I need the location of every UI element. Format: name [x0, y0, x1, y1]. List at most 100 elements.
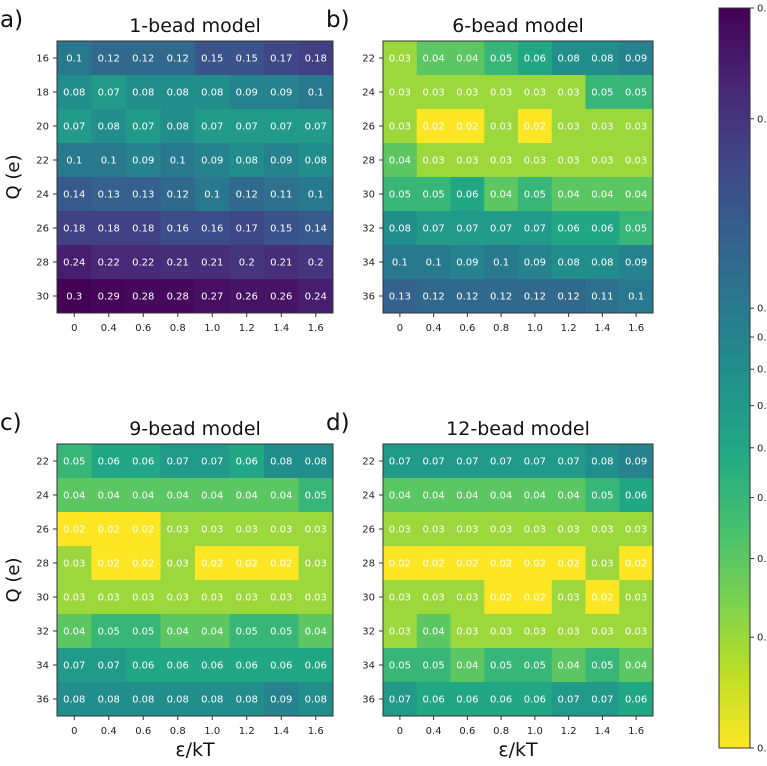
heatmap-cell [416, 614, 451, 649]
cell-label: 0.05 [270, 627, 292, 638]
heatmap-cell [126, 75, 161, 110]
heatmap-cell [264, 546, 299, 581]
cell-label: 0.02 [490, 593, 512, 604]
plot-frame [382, 40, 654, 314]
cell-label: 0.1 [493, 258, 509, 269]
x-tick-label: 1.6 [628, 323, 644, 334]
heatmap-cell [383, 580, 418, 615]
heatmap-cell [518, 245, 553, 280]
y-tick-label: 36 [362, 695, 375, 706]
x-tick-label: 0 [71, 726, 77, 737]
colorbar-tick-label: 0.04 [757, 554, 767, 565]
heatmap-cell [160, 648, 196, 683]
cell-label: 0.18 [305, 54, 327, 65]
cell-label: 0.21 [201, 258, 223, 269]
heatmap-cell [229, 478, 265, 513]
colorbar-tick-label: 0.1 [757, 304, 767, 315]
y-tick-label: 32 [362, 627, 375, 638]
heatmap-cell [518, 546, 553, 581]
cell-label: 0.02 [422, 559, 444, 570]
heatmap-cell [416, 478, 451, 513]
heatmap-cell [450, 682, 485, 717]
cell-label: 0.03 [389, 593, 411, 604]
heatmap-cell [57, 109, 92, 144]
cell-label: 0.07 [456, 224, 478, 235]
heatmap-cell [298, 648, 334, 683]
heatmap-cell [450, 41, 485, 76]
cell-label: 0.09 [456, 258, 478, 269]
heatmap-cell [551, 177, 586, 212]
heatmap-cell [416, 279, 451, 314]
cell-label: 0.13 [98, 190, 120, 201]
cell-label: 0.2 [308, 258, 324, 269]
cell-label: 0.09 [625, 258, 647, 269]
heatmap-cell [91, 75, 127, 110]
heatmap-cell [195, 512, 230, 547]
y-tick-label: 28 [36, 559, 49, 570]
heatmap-cell [416, 444, 451, 479]
heatmap-cell [195, 75, 230, 110]
cell-label: 0.03 [591, 122, 613, 133]
heatmap-cell [160, 682, 196, 717]
cell-label: 0.04 [456, 661, 478, 672]
plot-frame [382, 443, 654, 717]
heatmap-cell [484, 279, 519, 314]
heatmap-cell [416, 143, 451, 178]
heatmap-cell [160, 279, 196, 314]
heatmap-cell [450, 546, 485, 581]
cell-label: 0.04 [422, 54, 444, 65]
heatmap-cell [484, 41, 519, 76]
heatmap-cell [416, 648, 451, 683]
heatmap-cell [551, 512, 586, 547]
heatmap-cell [126, 279, 161, 314]
heatmap-cell [383, 177, 418, 212]
heatmap-cell [126, 512, 161, 547]
heatmap-cell [450, 177, 485, 212]
heatmap-cell [195, 245, 230, 280]
y-tick-label: 26 [362, 525, 375, 536]
cell-label: 0.02 [236, 559, 258, 570]
cell-label: 0.04 [132, 491, 154, 502]
cell-label: 0.02 [625, 559, 647, 570]
x-tick-label: 0.8 [170, 726, 186, 737]
heatmap-cell [126, 444, 161, 479]
heatmap-cell [383, 245, 418, 280]
cell-label: 0.06 [591, 224, 613, 235]
cell-label: 0.04 [557, 491, 579, 502]
cell-label: 0.17 [236, 224, 258, 235]
cell-label: 0.03 [625, 156, 647, 167]
cell-label: 0.08 [270, 457, 292, 468]
cell-label: 0.08 [557, 54, 579, 65]
heatmap-cell [229, 648, 265, 683]
cell-label: 0.03 [305, 559, 327, 570]
heatmap-cell [484, 546, 519, 581]
heatmap-cell [551, 614, 586, 649]
cell-label: 0.07 [422, 224, 444, 235]
heatmap-cell [383, 614, 418, 649]
cell-label: 0.05 [236, 627, 258, 638]
heatmap-cell [619, 75, 654, 110]
cell-label: 0.05 [591, 661, 613, 672]
cell-label: 0.03 [625, 593, 647, 604]
cell-label: 0.04 [557, 661, 579, 672]
cell-label: 0.09 [236, 88, 258, 99]
x-tick-label: 0.6 [459, 726, 475, 737]
heatmap-cell [264, 279, 299, 314]
cell-label: 0.1 [308, 88, 324, 99]
heatmap-cell [195, 177, 230, 212]
cell-label: 0.03 [456, 593, 478, 604]
x-tick-label: 1.0 [527, 726, 543, 737]
heatmap-cell [551, 682, 586, 717]
cell-label: 0.1 [66, 54, 82, 65]
heatmap-cell [195, 580, 230, 615]
cell-label: 0.04 [270, 491, 292, 502]
cell-label: 0.03 [490, 88, 512, 99]
heatmap-cell [585, 478, 620, 513]
heatmap-cell [298, 682, 334, 717]
cell-label: 0.04 [389, 156, 411, 167]
x-tick-label: 1.4 [273, 323, 289, 334]
x-tick-label: 0.6 [135, 323, 151, 334]
heatmap-cell [91, 279, 127, 314]
cell-label: 0.03 [557, 156, 579, 167]
cell-label: 0.04 [422, 627, 444, 638]
